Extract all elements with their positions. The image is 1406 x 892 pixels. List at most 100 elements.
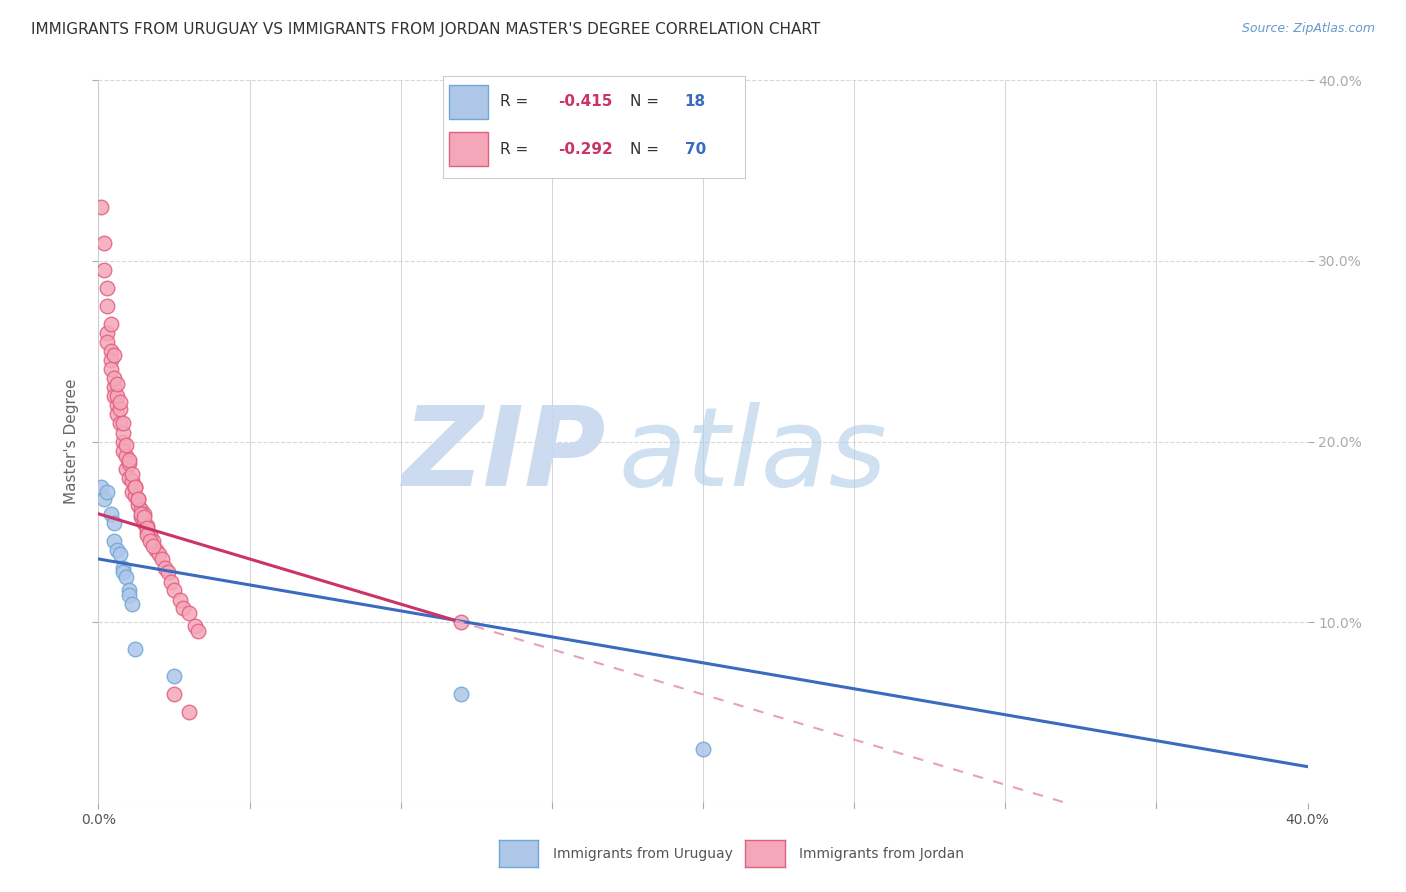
- Text: ZIP: ZIP: [402, 402, 606, 509]
- Point: [105, 389, 128, 403]
- Point: [135, 524, 157, 539]
- Point: [93, 263, 115, 277]
- Point: [132, 510, 155, 524]
- Point: [142, 539, 165, 553]
- Point: [103, 516, 125, 530]
- Point: [135, 521, 157, 535]
- Point: [100, 353, 122, 368]
- Point: [96, 299, 118, 313]
- Text: Immigrants from Jordan: Immigrants from Jordan: [799, 847, 963, 861]
- Point: [108, 547, 131, 561]
- Point: [105, 376, 128, 391]
- Point: [121, 475, 143, 489]
- Point: [127, 498, 149, 512]
- Point: [96, 335, 118, 350]
- Point: [111, 425, 134, 440]
- Text: R =: R =: [501, 95, 533, 110]
- Point: [124, 642, 146, 657]
- Point: [139, 533, 162, 548]
- Point: [93, 235, 115, 250]
- Point: [100, 507, 122, 521]
- Bar: [449, 85, 488, 119]
- Point: [114, 570, 136, 584]
- Point: [450, 615, 472, 630]
- Point: [103, 380, 125, 394]
- Point: [100, 317, 122, 331]
- Point: [148, 547, 170, 561]
- Text: R =: R =: [501, 142, 533, 157]
- Point: [132, 516, 155, 530]
- Point: [135, 528, 157, 542]
- Point: [103, 371, 125, 385]
- Point: [118, 452, 141, 467]
- Point: [172, 600, 194, 615]
- Point: [135, 519, 157, 533]
- Point: [124, 480, 146, 494]
- Point: [187, 624, 209, 639]
- Point: [139, 528, 162, 542]
- Point: [111, 417, 134, 431]
- Point: [163, 669, 186, 683]
- Point: [163, 582, 186, 597]
- Point: [96, 281, 118, 295]
- Point: [96, 485, 118, 500]
- Point: [179, 706, 201, 720]
- Point: [129, 510, 152, 524]
- Point: [108, 394, 131, 409]
- Text: Source: ZipAtlas.com: Source: ZipAtlas.com: [1241, 22, 1375, 36]
- Point: [111, 434, 134, 449]
- Point: [118, 456, 141, 470]
- Text: 18: 18: [685, 95, 706, 110]
- Point: [90, 480, 112, 494]
- Point: [105, 398, 128, 412]
- Point: [103, 348, 125, 362]
- Point: [111, 561, 134, 575]
- Point: [118, 582, 141, 597]
- Point: [96, 326, 118, 340]
- Text: IMMIGRANTS FROM URUGUAY VS IMMIGRANTS FROM JORDAN MASTER'S DEGREE CORRELATION CH: IMMIGRANTS FROM URUGUAY VS IMMIGRANTS FR…: [31, 22, 820, 37]
- Point: [118, 471, 141, 485]
- Point: [108, 417, 131, 431]
- Point: [124, 480, 146, 494]
- Point: [142, 533, 165, 548]
- Point: [111, 443, 134, 458]
- Point: [153, 561, 176, 575]
- Point: [114, 438, 136, 452]
- Point: [169, 593, 191, 607]
- Point: [111, 565, 134, 579]
- Point: [132, 507, 155, 521]
- Point: [129, 503, 152, 517]
- Point: [100, 344, 122, 359]
- Point: [450, 687, 472, 701]
- Text: Immigrants from Uruguay: Immigrants from Uruguay: [553, 847, 733, 861]
- Text: N =: N =: [630, 95, 664, 110]
- Point: [103, 389, 125, 403]
- Point: [93, 492, 115, 507]
- Point: [145, 542, 167, 557]
- Point: [121, 597, 143, 611]
- Point: [127, 492, 149, 507]
- Text: 70: 70: [685, 142, 706, 157]
- Point: [103, 533, 125, 548]
- Point: [100, 362, 122, 376]
- Bar: [449, 132, 488, 166]
- Point: [114, 449, 136, 463]
- Text: N =: N =: [630, 142, 664, 157]
- Point: [150, 552, 173, 566]
- Point: [184, 619, 207, 633]
- Point: [124, 489, 146, 503]
- Point: [160, 575, 183, 590]
- Point: [692, 741, 714, 756]
- Point: [127, 492, 149, 507]
- Point: [118, 588, 141, 602]
- Point: [129, 507, 152, 521]
- Point: [163, 687, 186, 701]
- Text: atlas: atlas: [619, 402, 887, 509]
- Point: [105, 542, 128, 557]
- Point: [156, 565, 179, 579]
- Point: [121, 467, 143, 481]
- Y-axis label: Master's Degree: Master's Degree: [65, 379, 79, 504]
- Point: [90, 200, 112, 214]
- Text: -0.292: -0.292: [558, 142, 613, 157]
- Point: [121, 485, 143, 500]
